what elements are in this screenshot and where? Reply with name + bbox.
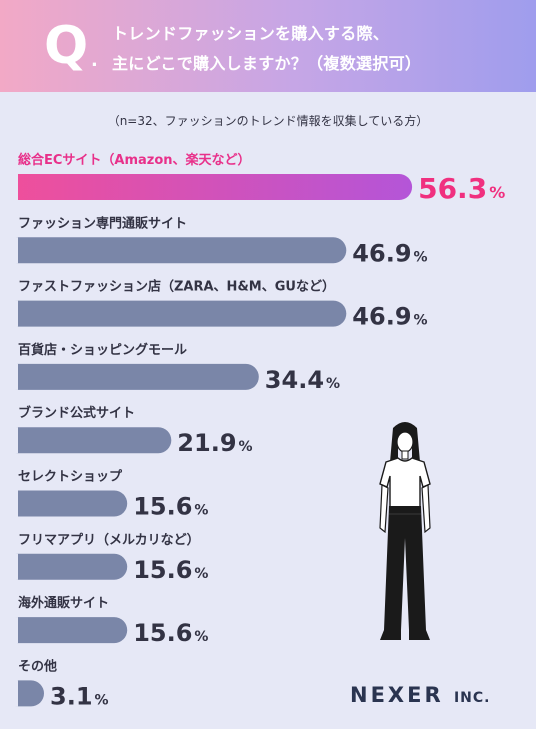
bar bbox=[5, 617, 128, 644]
category-label: 百貨店・ショッピングモール bbox=[18, 342, 187, 358]
value-label: 46.9% bbox=[352, 239, 427, 267]
q-mark: Q bbox=[44, 16, 89, 76]
bar-left-edge bbox=[0, 300, 18, 327]
category-label: ファッション専門通販サイト bbox=[18, 215, 187, 231]
bar bbox=[5, 174, 413, 200]
category-label: 海外通販サイト bbox=[18, 595, 109, 611]
value-label: 3.1% bbox=[50, 682, 109, 710]
bar-left-edge bbox=[0, 617, 18, 644]
bar bbox=[5, 300, 347, 327]
category-label: セレクトショップ bbox=[18, 470, 123, 485]
value-label: 21.9% bbox=[177, 429, 252, 457]
bar-left-edge bbox=[0, 237, 18, 264]
title-banner: Q . トレンドファッションを購入する際、 主にどこで購入しますか？（複数選択可… bbox=[0, 0, 536, 92]
bar-left-edge bbox=[0, 553, 18, 580]
brand-suffix: INC. bbox=[453, 690, 491, 706]
brand-name: NEXER bbox=[350, 683, 444, 707]
category-label: ブランド公式サイト bbox=[18, 405, 135, 421]
bar bbox=[5, 553, 128, 580]
value-label: 34.4% bbox=[265, 366, 340, 394]
q-dot: . bbox=[91, 50, 98, 71]
bar-left-edge bbox=[0, 680, 18, 707]
category-label: フリマアプリ（メルカリなど） bbox=[18, 532, 200, 548]
bar-left-edge bbox=[0, 363, 18, 390]
bar bbox=[5, 237, 347, 264]
category-label: その他 bbox=[18, 658, 57, 674]
value-label: 15.6% bbox=[133, 493, 208, 521]
question-title-line-1: トレンドファッションを購入する際、 bbox=[112, 24, 390, 43]
value-label: 56.3% bbox=[418, 172, 505, 205]
bar-left-edge bbox=[0, 174, 18, 200]
value-label: 46.9% bbox=[352, 303, 427, 331]
bar-left-edge bbox=[0, 427, 18, 454]
sample-note: （n=32、ファッションのトレンド情報を収集している方） bbox=[107, 114, 429, 128]
value-label: 15.6% bbox=[133, 556, 208, 584]
bar bbox=[5, 427, 172, 454]
bar-left-edge bbox=[0, 490, 18, 517]
question-title-line-2: 主にどこで購入しますか？（複数選択可） bbox=[112, 54, 422, 73]
bar bbox=[5, 363, 259, 390]
category-label: 総合ECサイト（Amazon、楽天など） bbox=[18, 152, 251, 168]
category-label: ファストファッション店（ZARA、H&M、GUなど） bbox=[18, 279, 335, 295]
nexer-logo: NEXER INC. bbox=[350, 683, 490, 707]
woman-standing-illustration bbox=[379, 422, 431, 640]
bar bbox=[5, 490, 128, 517]
value-label: 15.6% bbox=[133, 619, 208, 647]
